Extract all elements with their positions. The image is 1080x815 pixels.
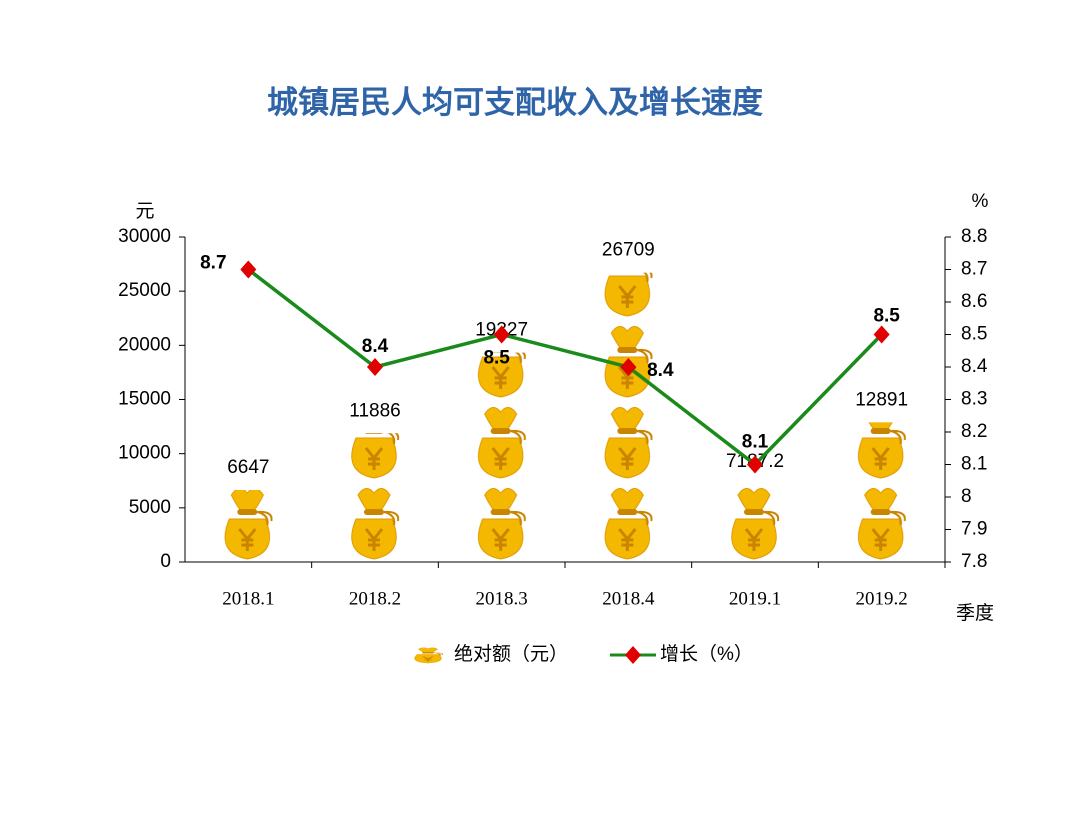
x-tick-label: 2018.2 <box>349 588 401 609</box>
line-marker <box>620 358 637 376</box>
line-marker <box>493 325 510 344</box>
bar <box>344 433 406 562</box>
line <box>247 268 883 467</box>
x-tick-label: 2019.1 <box>729 588 781 609</box>
line-marker <box>873 325 890 344</box>
chart-title: 城镇居民人均可支配收入及增长速度 <box>267 85 763 120</box>
line-value-label: 8.4 <box>362 336 389 357</box>
line-marker <box>747 455 763 474</box>
y-tick-label: 25000 <box>118 280 171 301</box>
y2-tick-label: 8.5 <box>961 324 987 345</box>
y2-tick-label: 8 <box>961 486 972 507</box>
y-axis-label: 元 <box>135 201 154 222</box>
line-value-label: 8.7 <box>200 253 226 274</box>
bar <box>597 272 660 562</box>
legend-label: 绝对额（元） <box>454 643 568 665</box>
bar-value-label: 11886 <box>349 400 400 421</box>
line-marker <box>367 358 383 376</box>
bar-value-label: 6647 <box>227 457 269 478</box>
legend-label: 增长（%） <box>660 643 753 665</box>
y-tick-label: 15000 <box>118 389 171 410</box>
y-tick-label: 0 <box>160 551 171 572</box>
bar <box>217 489 280 562</box>
bag-top <box>418 647 438 653</box>
y2-tick-label: 8.1 <box>961 454 987 475</box>
y2-tick-label: 7.8 <box>961 551 987 572</box>
x-tick-label: 2018.4 <box>602 588 655 609</box>
bar <box>850 422 913 562</box>
y2-tick-label: 8.6 <box>961 291 987 312</box>
line-value-label: 8.5 <box>873 306 900 327</box>
y-tick-label: 5000 <box>129 497 171 518</box>
y2-tick-label: 8.7 <box>961 259 987 280</box>
x-tick-label: 2019.2 <box>856 588 908 609</box>
bag-tie <box>422 652 434 654</box>
bar-value-label: 12891 <box>855 389 908 410</box>
x-tick-label: 2018.1 <box>222 588 274 609</box>
yen <box>422 656 434 662</box>
bar <box>470 352 533 562</box>
legend-marker <box>625 646 641 664</box>
x-axis-label: 季度 <box>956 602 994 624</box>
y2-tick-label: 8.4 <box>961 356 988 377</box>
y-tick-label: 30000 <box>118 226 171 247</box>
bar-value-label: 26709 <box>602 240 655 261</box>
y2-tick-label: 7.9 <box>961 519 987 540</box>
line-value-label: 8.5 <box>483 348 510 369</box>
y2-tick-label: 8.3 <box>961 389 987 410</box>
y-tick-label: 20000 <box>118 334 171 355</box>
y-tick-label: 10000 <box>118 443 171 464</box>
y2-tick-label: 8.2 <box>961 421 987 442</box>
line-value-label: 8.1 <box>742 432 769 453</box>
line-marker <box>240 260 257 279</box>
bar <box>724 484 786 562</box>
legend-icon <box>414 647 444 664</box>
bag-string <box>433 652 444 656</box>
y2-tick-label: 8.8 <box>961 226 987 247</box>
line-value-label: 8.4 <box>647 360 674 381</box>
x-tick-label: 2018.3 <box>476 588 528 609</box>
y2-axis-label: % <box>972 191 989 212</box>
